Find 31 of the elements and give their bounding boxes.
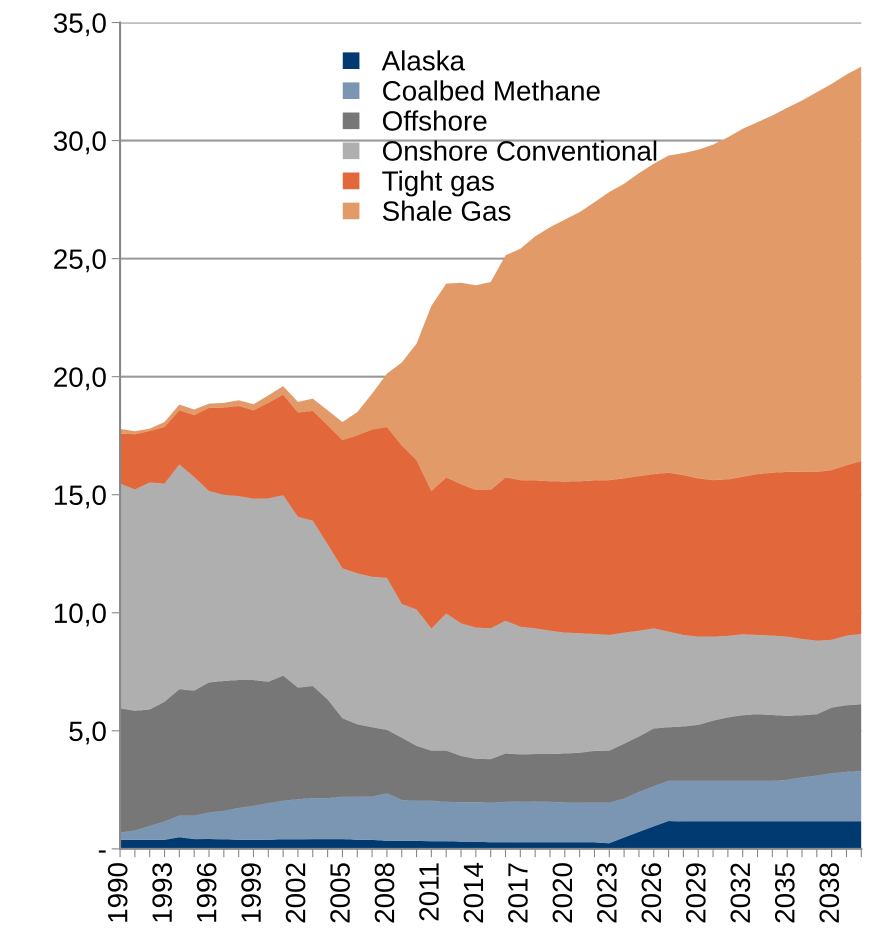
legend-label: Alaska: [382, 50, 466, 71]
x-tick-label: 2032: [730, 863, 750, 922]
x-tick-label: 1990: [108, 863, 128, 922]
legend-label: Offshore: [382, 110, 486, 131]
x-tick-label: 2023: [597, 863, 617, 922]
y-tick-label: -: [98, 850, 106, 853]
y-tick-label: 15,0: [54, 485, 106, 508]
legend-label: Onshore Conventional: [382, 140, 656, 161]
x-tick-label: 2011: [419, 863, 439, 920]
x-tick-label: 2008: [374, 863, 394, 922]
x-tick-label: 2020: [552, 863, 572, 922]
x-tick-label: 1996: [196, 863, 216, 922]
legend-label: Shale Gas: [382, 200, 510, 221]
legend-label: Coalbed Methane: [383, 80, 600, 101]
y-tick-label: 35,0: [54, 13, 106, 36]
y-tick-label: 25,0: [54, 249, 106, 272]
y-tick-label: 5,0: [69, 721, 106, 744]
x-tick-label: 2029: [686, 863, 706, 922]
x-tick-label: 2017: [508, 863, 528, 922]
x-tick-label: 2035: [774, 863, 795, 922]
x-tick-label: 2005: [330, 863, 350, 922]
x-tick-label: 1999: [241, 863, 261, 922]
y-tick-label: 30,0: [54, 131, 106, 154]
legend-label: Tight gas: [382, 170, 494, 196]
x-tick-label: 1993: [152, 863, 172, 922]
x-tick-label: 2026: [642, 863, 662, 922]
y-tick-label: 20,0: [54, 367, 106, 390]
y-tick-label: 10,0: [54, 603, 106, 626]
x-tick-label: 2038: [819, 863, 840, 922]
x-tick-label: 2002: [286, 863, 306, 922]
x-tick-label: 2014: [464, 862, 484, 922]
